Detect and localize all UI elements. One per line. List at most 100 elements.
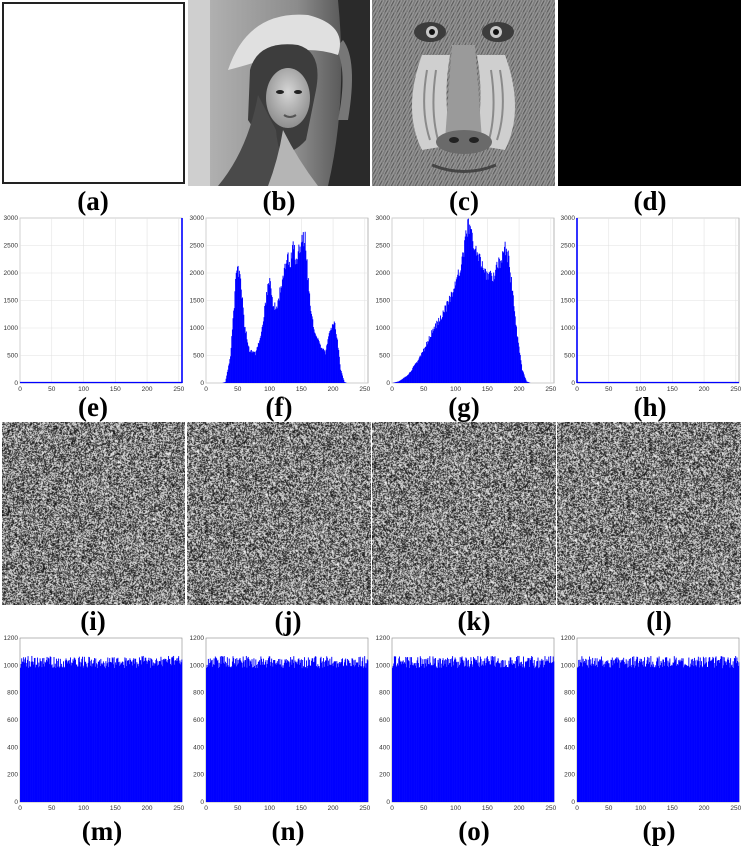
- histogram-bar: [240, 660, 242, 802]
- histogram-bar: [325, 349, 327, 383]
- histogram-bar: [441, 317, 443, 383]
- histogram-bar: [305, 660, 307, 802]
- histogram-bar: [366, 663, 368, 802]
- histogram-bar: [635, 665, 637, 802]
- x-tick-label: 50: [48, 386, 56, 393]
- histogram-bar: [64, 667, 66, 802]
- histogram-bar: [225, 666, 227, 802]
- histogram-bar: [697, 656, 699, 802]
- histogram-bar: [33, 664, 35, 802]
- histogram-bar: [545, 661, 547, 802]
- histogram-bar: [463, 660, 465, 802]
- histogram-bar: [592, 663, 594, 802]
- histogram-bar: [45, 662, 47, 802]
- histogram-bar: [268, 283, 269, 383]
- histogram-bar: [669, 658, 671, 802]
- histogram-bar: [418, 358, 420, 383]
- histogram-bar: [343, 379, 345, 383]
- histogram-bar: [494, 275, 496, 383]
- histogram-bar: [159, 660, 161, 802]
- histogram-bar: [118, 665, 120, 802]
- histogram-bar: [255, 350, 257, 383]
- histogram-bar: [228, 363, 230, 383]
- histogram-bar: [625, 659, 627, 802]
- histogram-bar: [321, 348, 323, 383]
- histogram-bar: [641, 661, 643, 802]
- histogram-bar: [518, 346, 520, 383]
- histogram-bar: [728, 659, 730, 802]
- histogram-bar: [92, 663, 94, 802]
- histogram-bar: [281, 287, 283, 383]
- histogram-bar: [354, 666, 356, 802]
- histogram-bar: [55, 667, 57, 802]
- histogram-bar: [423, 348, 424, 383]
- histogram-bar: [683, 667, 685, 802]
- histogram-bar: [392, 665, 394, 802]
- histogram-bar: [473, 250, 475, 383]
- histogram-bar: [352, 658, 354, 802]
- histogram-bar: [507, 250, 509, 383]
- histogram-bar: [435, 666, 437, 802]
- histogram-bar: [160, 656, 162, 802]
- image-b-lena: [188, 0, 370, 186]
- histogram-bar: [345, 665, 347, 802]
- histogram-bar: [323, 349, 325, 383]
- histogram-bar: [495, 269, 497, 383]
- histogram-bar: [347, 658, 349, 802]
- y-tick-label: 600: [7, 717, 18, 724]
- histogram-bar: [642, 660, 644, 802]
- histogram-bar: [333, 662, 335, 802]
- histogram-bar: [488, 661, 490, 802]
- histogram-bar: [536, 661, 538, 802]
- y-tick-label: 1000: [561, 325, 576, 332]
- histogram-bar: [226, 663, 228, 802]
- histogram-bar: [475, 245, 477, 383]
- x-tick-label: 150: [667, 386, 678, 393]
- histogram-bar: [449, 662, 451, 802]
- histogram-bar: [398, 656, 400, 802]
- histogram-bar: [545, 661, 547, 802]
- histogram-bar: [441, 660, 443, 802]
- histogram-bar: [485, 665, 486, 802]
- histogram-bar: [216, 658, 218, 802]
- histogram-bar: [304, 667, 306, 802]
- histogram-bar: [521, 667, 523, 802]
- histogram-bar: [278, 659, 280, 802]
- y-tick-label: 0: [386, 380, 390, 387]
- histogram-bar: [253, 352, 255, 383]
- histogram-bar: [436, 320, 438, 383]
- histogram-bar: [487, 279, 489, 383]
- histogram-bar: [397, 665, 399, 802]
- histogram-bar: [552, 662, 554, 802]
- histogram-bar: [730, 658, 732, 802]
- histogram-bar: [97, 661, 99, 802]
- histogram-bar: [290, 252, 292, 383]
- histogram-bar: [311, 658, 313, 802]
- histogram-bar: [587, 659, 589, 802]
- histogram-bar: [56, 658, 58, 802]
- histogram-bar: [486, 271, 488, 383]
- histogram-bar: [633, 667, 635, 802]
- y-tick-label: 2500: [4, 243, 19, 250]
- histogram-bar: [514, 664, 516, 802]
- histogram-bar: [126, 666, 128, 802]
- histogram-bar: [504, 246, 505, 383]
- histogram-bar: [706, 666, 708, 802]
- histogram-bar: [343, 662, 345, 802]
- histogram-bar: [597, 661, 599, 802]
- histogram-bar: [604, 663, 606, 802]
- histogram-bar: [707, 661, 709, 802]
- histogram-bar: [463, 256, 465, 383]
- label-d: (d): [633, 186, 667, 216]
- histogram-bar: [83, 665, 85, 802]
- histogram-bar: [471, 664, 473, 802]
- histogram-bar: [263, 664, 265, 802]
- histogram-bar: [528, 658, 529, 802]
- histogram-bar: [329, 658, 331, 802]
- histogram-bar: [521, 661, 523, 802]
- histogram-bar: [293, 244, 295, 383]
- histogram-bar: [292, 241, 294, 383]
- histogram-bar: [340, 662, 342, 802]
- x-tick-label: 0: [204, 805, 208, 812]
- histogram-bar: [211, 660, 212, 802]
